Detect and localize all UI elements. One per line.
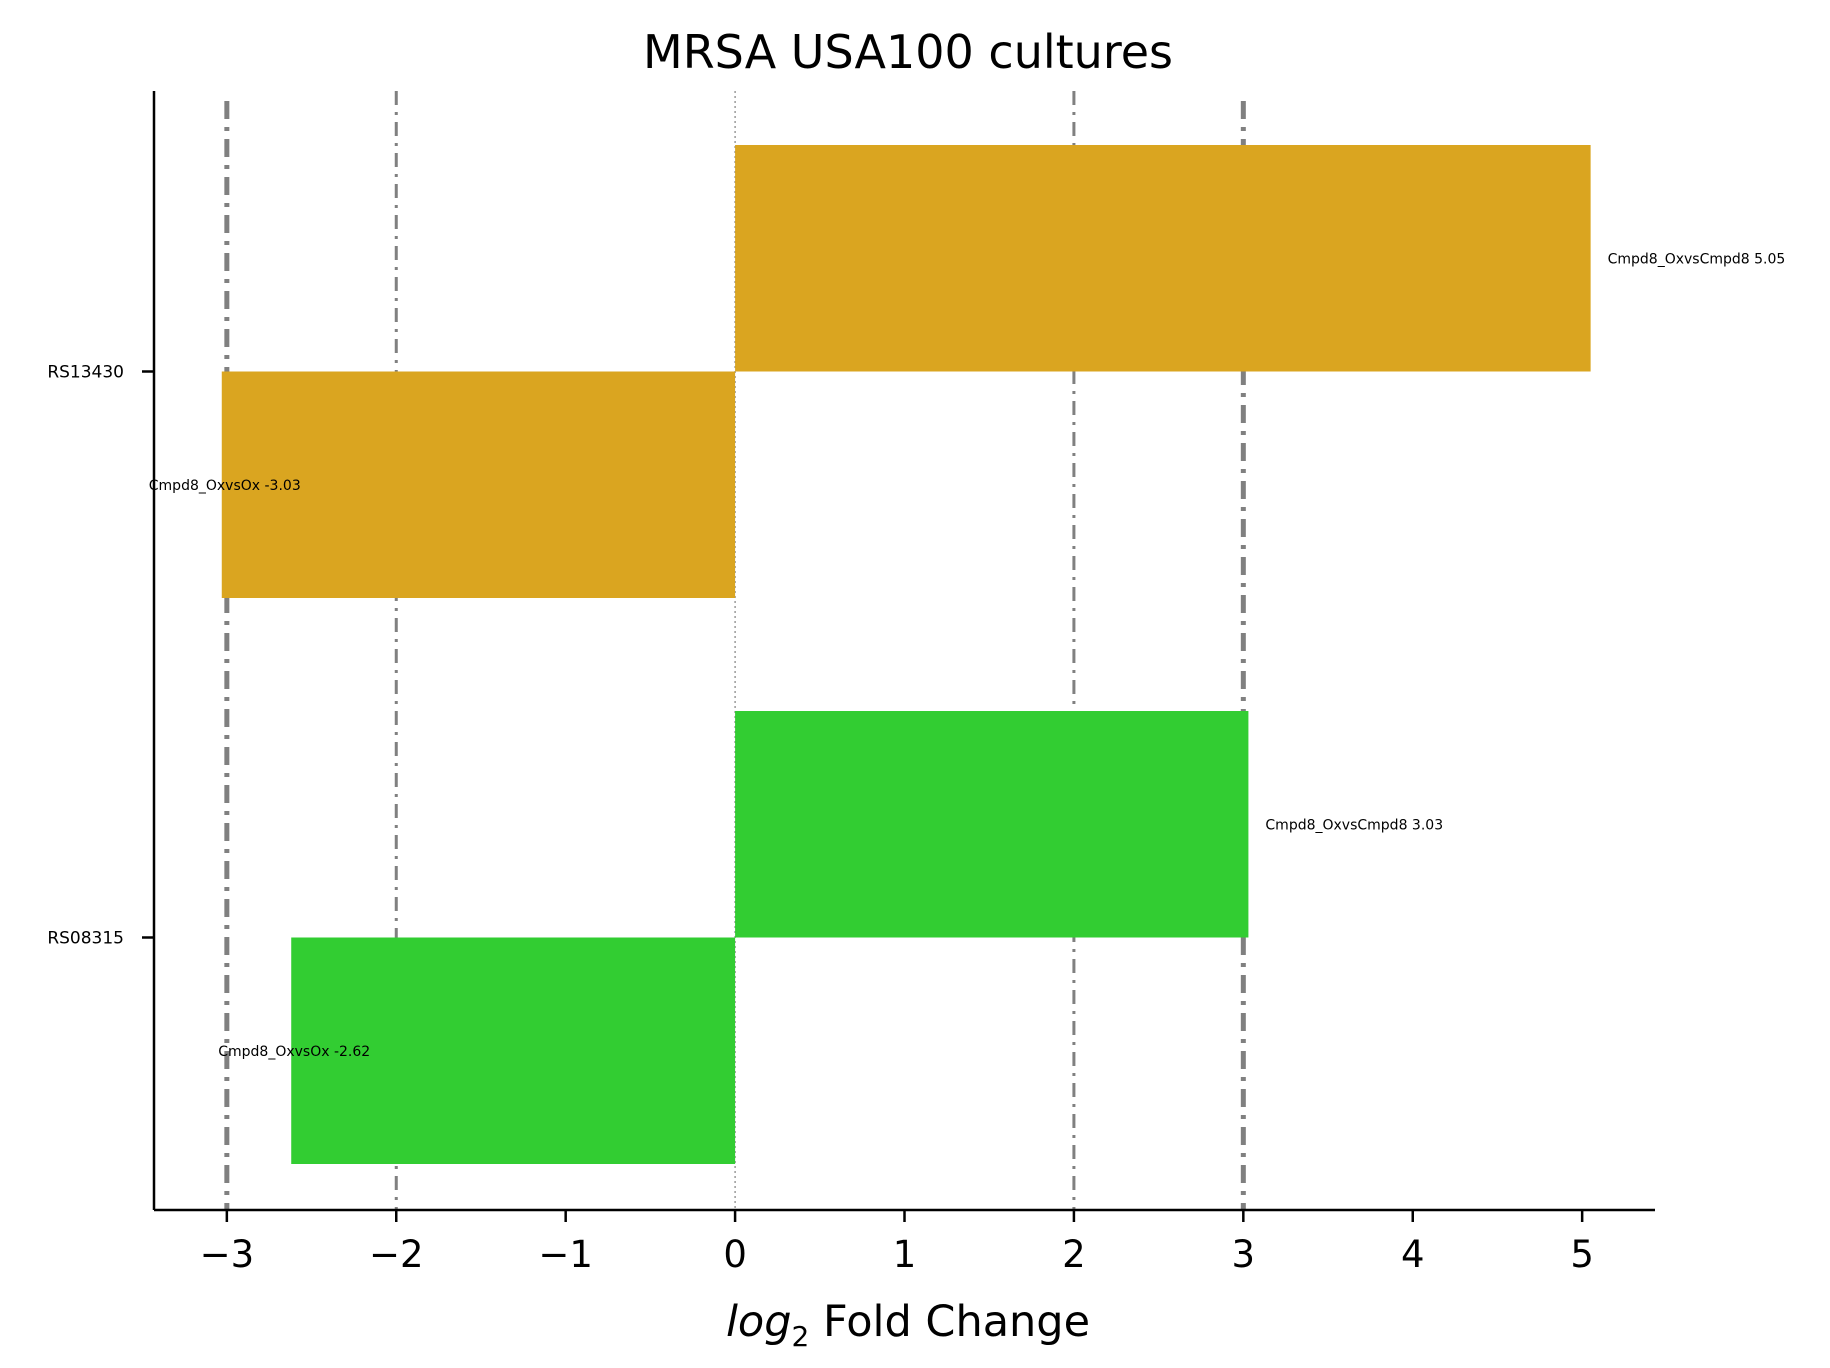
bar xyxy=(735,145,1591,372)
x-tick-label: 0 xyxy=(723,1233,747,1276)
x-axis-label-log: log xyxy=(726,1297,792,1347)
x-tick-label: 1 xyxy=(893,1233,917,1276)
x-tick-label: 5 xyxy=(1570,1233,1594,1276)
y-ticks: RS13430 RS08315 xyxy=(47,363,154,949)
y-tick-label: RS08315 xyxy=(47,929,124,949)
x-axis-label-subscript: 2 xyxy=(792,1320,810,1353)
x-axis-label-text: Fold Change xyxy=(809,1297,1090,1347)
x-tick-label: 2 xyxy=(1062,1233,1086,1276)
x-axis-label: log2 Fold Change xyxy=(726,1297,1090,1353)
bar-value-label: Cmpd8_OxvsCmpd8 5.05 xyxy=(1608,251,1786,267)
bar-value-label: Cmpd8_OxvsOx -2.62 xyxy=(218,1044,370,1060)
x-tick-label: −1 xyxy=(538,1233,593,1276)
bar-value-label: Cmpd8_OxvsCmpd8 3.03 xyxy=(1265,817,1443,833)
x-tick-label: 3 xyxy=(1232,1233,1256,1276)
x-tick-label: −2 xyxy=(369,1233,424,1276)
bar xyxy=(735,711,1249,938)
bar xyxy=(221,371,736,598)
chart-title: MRSA USA100 cultures xyxy=(643,25,1173,79)
x-tick-label: 4 xyxy=(1401,1233,1425,1276)
y-tick-label: RS13430 xyxy=(47,363,124,383)
x-tick-label: −3 xyxy=(200,1233,255,1276)
bars xyxy=(221,145,1591,1164)
bar-value-label: Cmpd8_OxvsOx -3.03 xyxy=(149,478,301,494)
x-ticks: −3 −2 −1 0 1 2 3 4 5 xyxy=(200,1210,1594,1276)
bar-labels: Cmpd8_OxvsCmpd8 5.05 Cmpd8_OxvsOx -3.03 Cm… xyxy=(149,251,1786,1060)
bar xyxy=(291,937,736,1164)
